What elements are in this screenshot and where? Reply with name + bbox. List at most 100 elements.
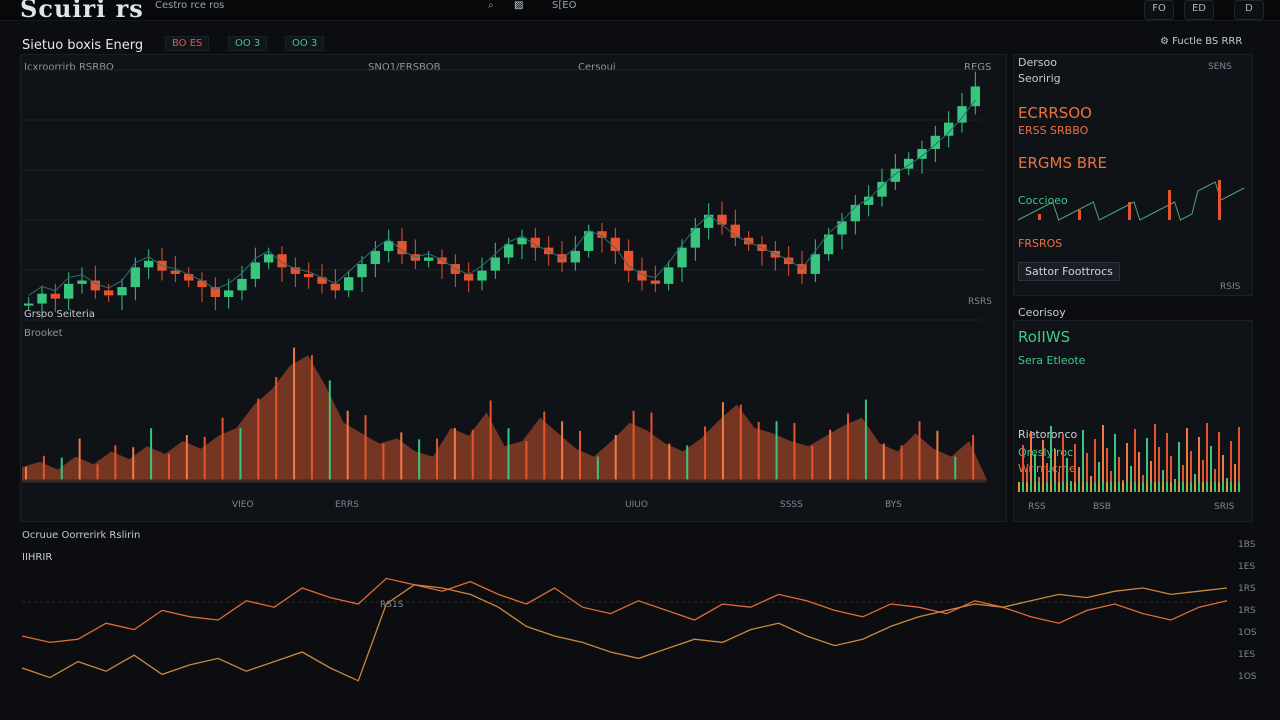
volume-bar (114, 445, 117, 480)
tab-1[interactable]: BO ES (165, 36, 210, 51)
side-row-2: ERSS SRBBO (1018, 124, 1089, 137)
main-label-left: Icxroorrirb RSRBO (24, 62, 114, 73)
volume-bar (221, 417, 224, 480)
main-label-mid: SNO1/ERSBOB (368, 62, 441, 73)
side-baseline-bar (1154, 482, 1156, 492)
candle-body (184, 273, 194, 281)
volume-bar (918, 421, 921, 480)
side-subheader: Seoririg (1018, 72, 1061, 85)
toolbar-button-3[interactable]: D (1234, 0, 1264, 20)
search-icon[interactable]: ⌕ (488, 0, 494, 11)
side-bar (1222, 455, 1224, 492)
side-bar (1026, 468, 1028, 492)
chart-icon[interactable]: ▨ (514, 0, 524, 11)
volume-axis-tick: ERRS (335, 500, 359, 510)
side-baseline-bar (1142, 482, 1144, 492)
side-bar (1182, 465, 1184, 492)
tab-3[interactable]: OO 3 (285, 36, 325, 51)
side-bar (1170, 456, 1172, 492)
side-bar (1054, 449, 1056, 492)
side-bar (1158, 447, 1160, 492)
side-baseline-bar (1198, 482, 1200, 492)
candle-body (37, 293, 47, 304)
candle-body (437, 257, 447, 265)
toolbar-button-2[interactable]: ED (1184, 0, 1214, 20)
side-filter-button[interactable]: Sattor Foottrocs (1018, 262, 1120, 281)
candle-body (917, 148, 927, 159)
settings-icon[interactable]: ⚙ (1160, 36, 1169, 47)
side-baseline-bar (1218, 482, 1220, 492)
volume-bar (42, 455, 45, 480)
side-header: Dersoo (1018, 56, 1057, 69)
candle-body (410, 254, 420, 261)
side-baseline-bar (1082, 482, 1084, 492)
candle-body (477, 270, 487, 281)
candle-body (250, 262, 260, 279)
volume-bar (882, 443, 885, 480)
side-baseline-bar (1126, 482, 1128, 492)
side-bar (1102, 425, 1104, 492)
side-bar (1230, 441, 1232, 492)
volume-bar (829, 429, 832, 480)
side-bar (1218, 432, 1220, 492)
mode-label[interactable]: S[EO (552, 0, 577, 11)
candle-body (90, 280, 100, 291)
side-bar (1086, 453, 1088, 492)
side-bar (1198, 437, 1200, 492)
volume-bar (739, 404, 742, 480)
volume-bar (507, 428, 510, 480)
side-bar (1186, 428, 1188, 492)
volume-bar (132, 447, 135, 480)
side-baseline-bar (1222, 482, 1224, 492)
side-bar (1190, 451, 1192, 492)
side-bar (1046, 463, 1048, 492)
spark-bar (1168, 190, 1171, 220)
tab-2[interactable]: OO 3 (228, 36, 268, 51)
side-bar (1106, 448, 1108, 492)
side-baseline-bar (1038, 482, 1040, 492)
side-bar (1082, 430, 1084, 492)
volume-bar (382, 443, 385, 480)
side-baseline-bar (1054, 482, 1056, 492)
candle-body (877, 181, 887, 197)
candle-body (530, 237, 540, 248)
volume-chart (22, 347, 987, 483)
candle-body (904, 158, 914, 169)
volume-bar (614, 435, 617, 480)
side-baseline-bar (1062, 482, 1064, 492)
side-bar (1074, 444, 1076, 492)
candle-body (704, 214, 714, 228)
top-bar (0, 0, 1280, 21)
candle-body (144, 260, 154, 268)
side-bar (1178, 442, 1180, 492)
side-baseline-bar (1238, 482, 1240, 492)
volume-bar (293, 347, 296, 480)
candle-body (197, 280, 207, 288)
volume-bar (203, 436, 206, 480)
candle-body (744, 237, 754, 245)
main-chart-title: Sietuo boxis Energ (22, 38, 144, 53)
candle-body (624, 250, 634, 271)
bottom-chart-subtitle: IIHRIR (22, 552, 53, 563)
side-bar (1210, 446, 1212, 492)
bottom-axis: 1BS 1ES 1RS 1RS 1OS 1ES 1OS (1238, 540, 1268, 694)
side-baseline-bar (1178, 482, 1180, 492)
volume-bar (668, 443, 671, 480)
side-baseline-bar (1150, 482, 1152, 492)
side-axis-tick: BSB (1093, 502, 1111, 512)
toolbar-button-1[interactable]: FO (1144, 0, 1174, 20)
candle-body (290, 267, 300, 274)
side-bar (1214, 469, 1216, 492)
candle-body (64, 283, 74, 299)
side-bar (1134, 429, 1136, 492)
side-bar (1162, 470, 1164, 492)
bottom-axis-tick: 1ES (1238, 562, 1256, 572)
volume-bar (489, 400, 492, 480)
volume-bar (972, 435, 975, 480)
side-baseline-bar (1170, 482, 1172, 492)
side-baseline-bar (1166, 482, 1168, 492)
candle-body (357, 264, 367, 278)
candlestick-chart (22, 69, 982, 321)
candle-body (344, 277, 354, 291)
side-foot-label: RSIS (1220, 282, 1241, 292)
